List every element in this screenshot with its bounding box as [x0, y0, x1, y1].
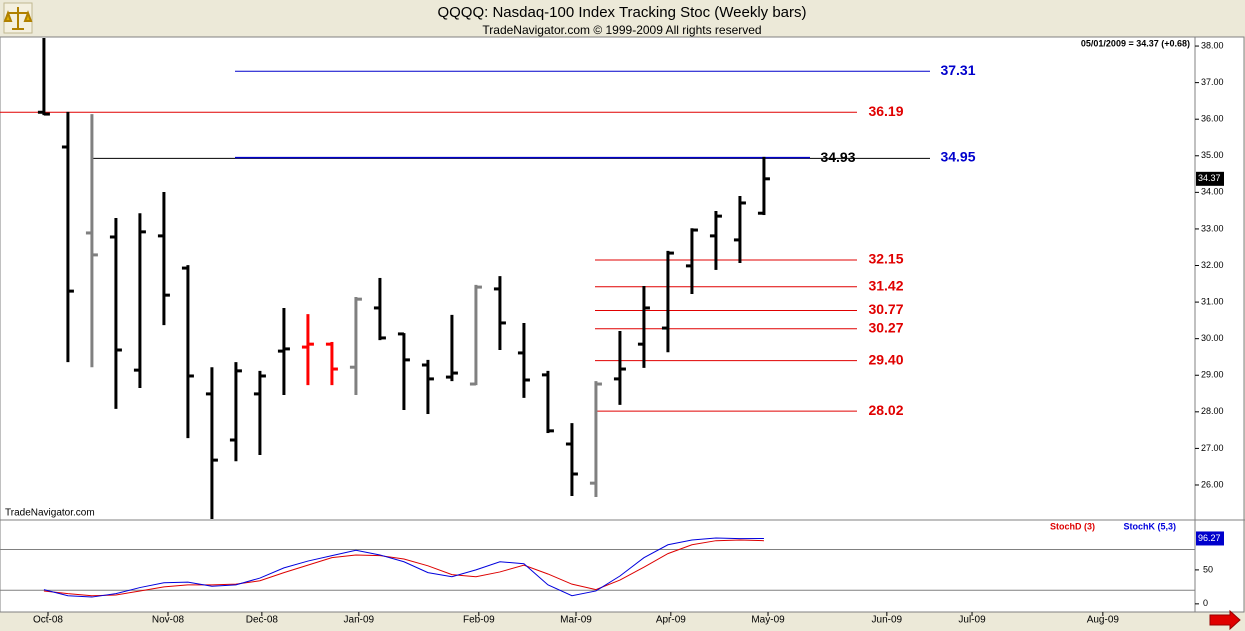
x-tick-label: Oct-08 [33, 615, 63, 626]
level-label: 30.27 [868, 319, 903, 335]
legend-label: StochK (5,3) [1123, 521, 1176, 531]
x-tick-label: Mar-09 [560, 615, 592, 626]
y-tick-label: 26.00 [1201, 479, 1224, 489]
y-tick-label: 27.00 [1201, 443, 1224, 453]
y-tick-label: 50 [1203, 564, 1213, 574]
chart-subtitle: TradeNavigator.com © 1999-2009 All right… [482, 23, 761, 37]
y-tick-label: 29.00 [1201, 370, 1224, 380]
y-tick-label: 33.00 [1201, 223, 1224, 233]
scroll-arrow[interactable] [1209, 609, 1241, 631]
y-tick-label: 34.00 [1201, 187, 1224, 197]
last-value-box [1196, 531, 1224, 546]
y-tick-label: 31.00 [1201, 296, 1224, 306]
x-tick-label: Feb-09 [463, 615, 495, 626]
y-tick-label: 37.00 [1201, 77, 1224, 87]
y-tick-label: 0 [1203, 598, 1208, 608]
level-label: 32.15 [868, 251, 903, 267]
stoch-line [43, 539, 764, 597]
y-tick-label: 35.00 [1201, 150, 1224, 160]
level-label: 28.02 [868, 402, 903, 418]
info-text: 05/01/2009 = 34.37 (+0.68) [1081, 38, 1190, 48]
level-label: 31.42 [868, 277, 903, 293]
plot-area [0, 36, 1196, 613]
legend-label: StochD (3) [1050, 521, 1095, 531]
axis-area [1194, 36, 1245, 613]
level-label: 37.31 [940, 62, 975, 78]
level-label: 30.77 [868, 301, 903, 317]
y-tick-label: 28.00 [1201, 406, 1224, 416]
chart-title: QQQQ: Nasdaq-100 Index Tracking Stoc (We… [437, 4, 806, 21]
x-tick-label: Aug-09 [1087, 615, 1120, 626]
x-tick-label: Jul-09 [958, 615, 986, 626]
level-label: 34.95 [940, 148, 975, 164]
last-price-box [1196, 171, 1224, 186]
y-tick-label: 30.00 [1201, 333, 1224, 343]
x-tick-label: Jan-09 [344, 615, 375, 626]
y-tick-label: 38.00 [1201, 40, 1224, 50]
y-tick-label: 32.00 [1201, 260, 1224, 270]
x-tick-label: Apr-09 [656, 615, 686, 626]
last-price-label: 34.37 [1198, 173, 1221, 183]
stoch-line [43, 537, 764, 598]
level-label: 29.40 [868, 351, 903, 367]
last-value-label: 96.27 [1198, 533, 1221, 543]
x-tick-label: May-09 [751, 615, 785, 626]
y-tick-label: 36.00 [1201, 114, 1224, 124]
x-tick-label: Jun-09 [872, 615, 903, 626]
level-label: 34.93 [820, 149, 855, 165]
source-text: TradeNavigator.com [5, 508, 95, 519]
x-tick-label: Nov-08 [152, 615, 185, 626]
x-tick-label: Dec-08 [246, 615, 279, 626]
level-label: 36.19 [868, 103, 903, 119]
logo-icon [3, 2, 33, 34]
